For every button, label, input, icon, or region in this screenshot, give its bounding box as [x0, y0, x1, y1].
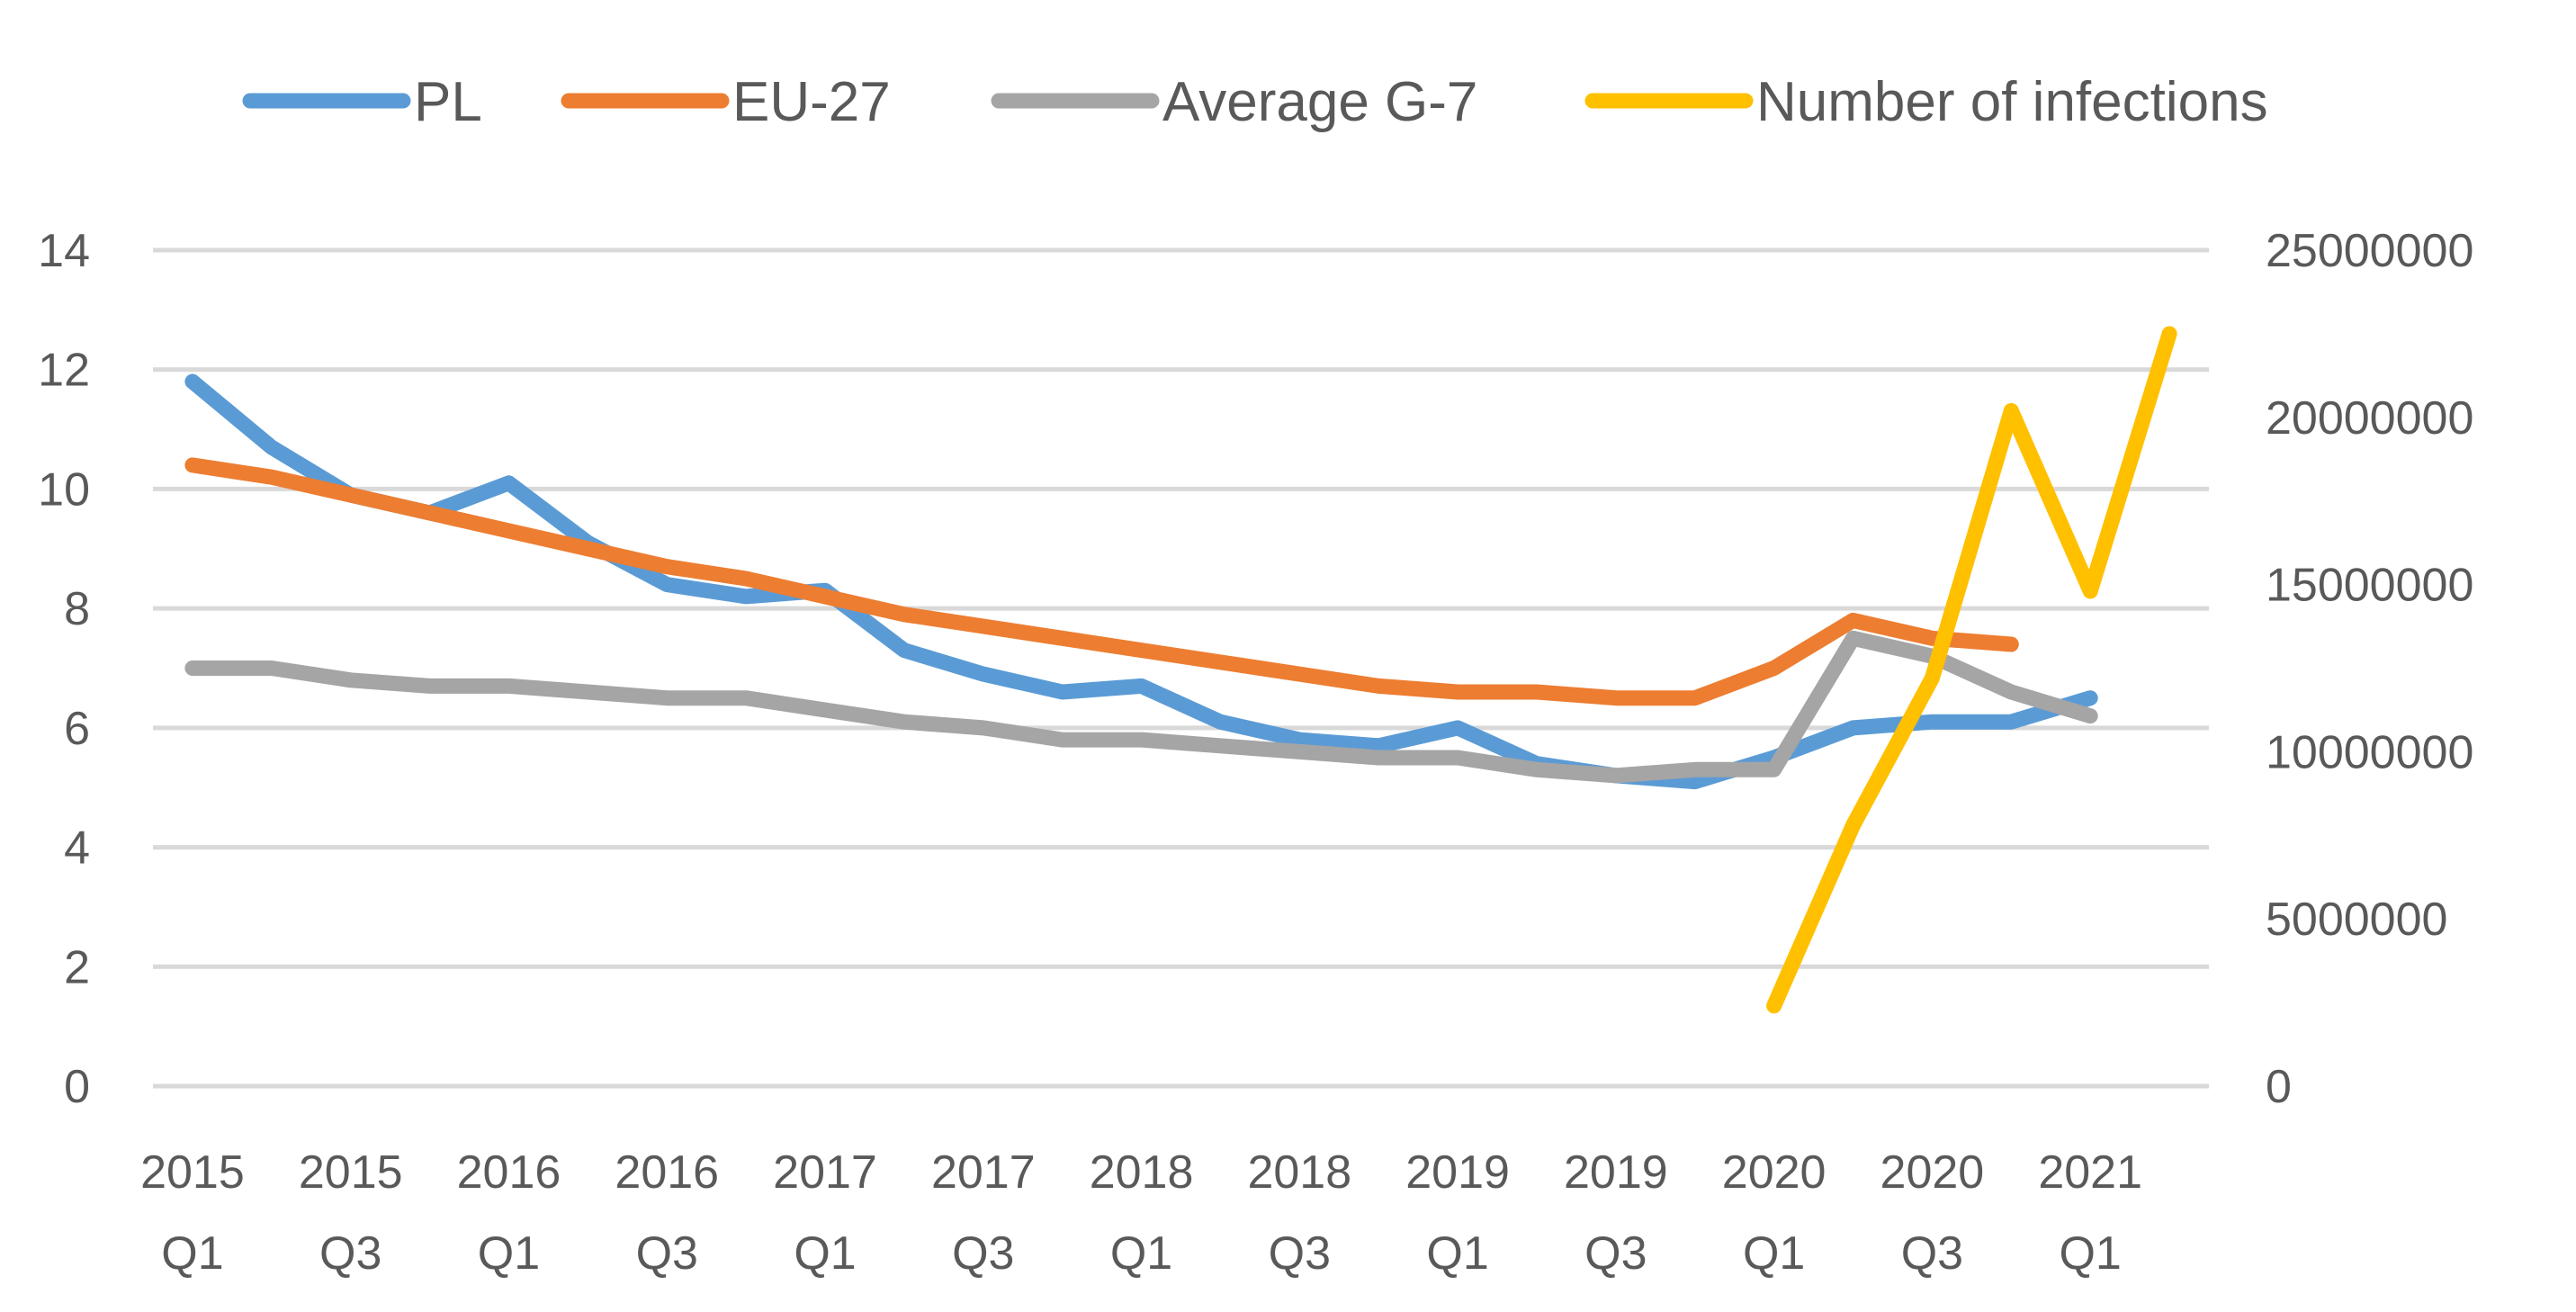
left-y-axis: 0 2 4 6 8 10 12 14 [38, 225, 90, 1113]
x-tick-quarter-label: Q1 [794, 1227, 856, 1280]
y-left-tick-label: 14 [38, 225, 90, 277]
legend-label-eu-27: EU-27 [732, 71, 891, 133]
series-line-number-of-infections [1766, 326, 2177, 1014]
x-tick-quarter-label: Q3 [1584, 1227, 1647, 1280]
x-tick-quarter-label: Q3 [1269, 1227, 1331, 1280]
x-tick-year-label: 2017 [931, 1146, 1036, 1199]
right-y-axis: 0 5000000 10000000 15000000 20000000 25000000 [2266, 225, 2473, 1113]
x-tick-quarter-label: Q1 [161, 1227, 223, 1280]
x-tick-year-label: 2018 [1247, 1146, 1351, 1199]
x-tick-quarter-label: Q3 [1901, 1227, 1963, 1280]
x-tick-quarter-label: Q3 [636, 1227, 698, 1280]
x-tick-year-label: 2019 [1405, 1146, 1510, 1199]
x-tick-quarter-label: Q1 [1743, 1227, 1805, 1280]
x-tick-quarter-label: Q1 [1426, 1227, 1488, 1280]
y-left-tick-label: 10 [38, 463, 90, 516]
series-lines [184, 326, 2177, 1014]
y-left-tick-label: 12 [38, 345, 90, 397]
x-tick-quarter-label: Q1 [478, 1227, 540, 1280]
x-tick-year-label: 2021 [2038, 1146, 2142, 1199]
legend: PL EU-27 Average G-7 Number of infections [242, 71, 2268, 133]
x-tick-year-label: 2019 [1564, 1146, 1668, 1199]
x-axis: 2015 Q1 2015 Q3 2016 Q1 2016 Q3 2017 Q1 2017 Q3 2018… [140, 1146, 2142, 1280]
legend-label-pl: PL [414, 71, 482, 133]
x-tick-year-label: 2016 [615, 1146, 719, 1199]
y-left-tick-label: 2 [64, 941, 90, 993]
y-left-tick-label: 4 [64, 822, 90, 875]
y-right-tick-label: 10000000 [2266, 726, 2473, 778]
y-right-tick-label: 25000000 [2266, 225, 2473, 277]
x-tick-year-label: 2018 [1090, 1146, 1194, 1199]
x-tick-year-label: 2020 [1880, 1146, 1985, 1199]
x-tick-year-label: 2017 [773, 1146, 877, 1199]
legend-label-number-of-infections: Number of infections [1756, 71, 2268, 133]
x-tick-year-label: 2015 [140, 1146, 245, 1199]
x-tick-quarter-label: Q1 [1110, 1227, 1172, 1280]
y-right-tick-label: 15000000 [2266, 560, 2473, 612]
y-right-tick-label: 20000000 [2266, 392, 2473, 445]
gridlines [153, 247, 2209, 1089]
y-left-tick-label: 6 [64, 703, 90, 755]
legend-label-average-g-7: Average G-7 [1162, 71, 1477, 133]
x-tick-year-label: 2015 [299, 1146, 403, 1199]
y-right-tick-label: 5000000 [2266, 894, 2447, 946]
x-tick-year-label: 2016 [457, 1146, 561, 1199]
x-tick-quarter-label: Q3 [952, 1227, 1014, 1280]
y-left-tick-label: 0 [64, 1061, 90, 1113]
series-line-eu-27 [184, 457, 2019, 706]
y-right-tick-label: 0 [2266, 1061, 2292, 1113]
series-line-average-g-7 [184, 630, 2098, 784]
x-tick-quarter-label: Q3 [319, 1227, 381, 1280]
x-tick-quarter-label: Q1 [2059, 1227, 2121, 1280]
y-left-tick-label: 8 [64, 583, 90, 635]
x-tick-year-label: 2020 [1722, 1146, 1827, 1199]
